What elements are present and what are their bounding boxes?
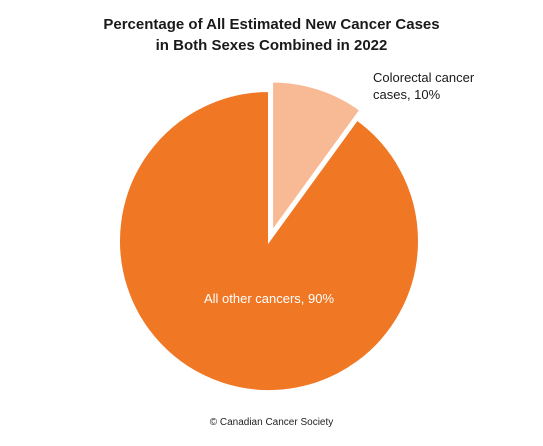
slice-label-1-line-0: All other cancers, 90% — [204, 291, 335, 306]
slice-label-0-line-0: Colorectal cancer — [373, 70, 475, 85]
pie-slice-0 — [271, 80, 362, 235]
pie-slice-1 — [118, 89, 421, 392]
chart-title: Percentage of All Estimated New Cancer C… — [0, 14, 543, 56]
slice-label-1: All other cancers, 90% — [204, 291, 335, 306]
chart-title-line-2: in Both Sexes Combined in 2022 — [155, 37, 388, 54]
slice-label-0-line-1: cases, 10% — [373, 87, 441, 102]
copyright-credit: © Canadian Cancer Society — [209, 417, 334, 428]
chart-title-line-1: Percentage of All Estimated New Cancer C… — [103, 16, 440, 33]
slice-label-0: Colorectal cancer cases, 10% — [373, 70, 475, 102]
